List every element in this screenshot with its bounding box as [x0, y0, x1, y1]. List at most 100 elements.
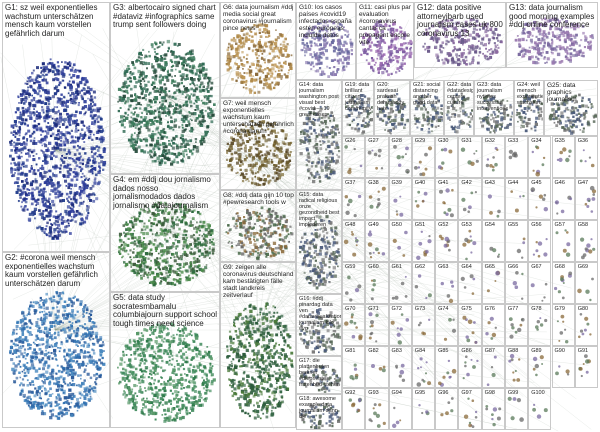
node-marker	[96, 107, 99, 110]
node-marker	[70, 101, 74, 104]
node-marker	[44, 102, 48, 105]
node-marker	[23, 102, 26, 105]
node-marker	[59, 213, 62, 217]
node-marker	[55, 396, 58, 398]
node-marker	[30, 167, 33, 170]
node-marker	[57, 393, 60, 397]
node-marker	[37, 116, 41, 120]
node-marker	[76, 310, 79, 313]
node-marker	[39, 140, 43, 144]
node-marker	[63, 330, 67, 334]
node-marker	[21, 155, 23, 158]
node-marker	[71, 379, 74, 382]
node-marker	[35, 186, 39, 190]
network-edge	[257, 79, 466, 161]
node-marker	[19, 321, 23, 324]
node-marker	[48, 226, 53, 230]
node-marker	[41, 87, 44, 90]
network-edge	[0, 52, 166, 231]
node-marker	[43, 170, 46, 173]
node-marker	[72, 206, 75, 208]
node-marker	[102, 161, 107, 165]
node-marker	[48, 197, 51, 201]
node-marker	[87, 97, 89, 100]
node-marker	[45, 190, 47, 193]
node-marker	[19, 116, 23, 120]
node-marker	[15, 325, 19, 328]
node-marker	[82, 352, 85, 355]
node-marker	[61, 79, 64, 82]
node-marker	[49, 206, 52, 210]
node-marker	[69, 132, 72, 135]
node-marker	[99, 352, 103, 356]
node-marker	[88, 385, 92, 388]
node-marker	[32, 159, 35, 161]
node-marker	[91, 116, 95, 120]
node-marker	[94, 381, 97, 384]
node-marker	[72, 121, 76, 125]
node-marker	[14, 338, 18, 342]
node-marker	[18, 102, 20, 104]
node-marker	[51, 132, 55, 136]
network-edge	[252, 83, 259, 161]
node-marker	[43, 197, 47, 201]
node-marker	[97, 367, 101, 371]
node-marker	[19, 336, 22, 339]
node-marker	[50, 401, 53, 404]
node-marker	[60, 370, 64, 374]
node-marker	[96, 130, 100, 134]
node-marker	[19, 345, 22, 348]
node-marker	[38, 157, 41, 160]
node-marker	[59, 212, 62, 215]
node-marker	[55, 68, 58, 71]
node-marker	[62, 199, 65, 202]
node-marker	[24, 191, 27, 193]
node-marker	[71, 353, 74, 356]
node-marker	[58, 119, 62, 123]
node-marker	[44, 326, 48, 331]
node-marker	[41, 193, 45, 197]
node-marker	[93, 166, 97, 170]
node-marker	[30, 192, 33, 195]
node-marker	[35, 153, 38, 155]
node-marker	[51, 224, 54, 226]
node-marker	[53, 188, 57, 192]
node-marker	[19, 189, 22, 192]
node-marker	[93, 181, 97, 185]
node-marker	[17, 130, 21, 134]
network-edge	[54, 149, 239, 181]
node-marker	[41, 373, 45, 377]
node-marker	[28, 169, 32, 173]
node-marker	[72, 159, 76, 163]
node-marker	[76, 172, 80, 176]
node-marker	[22, 89, 26, 93]
node-marker	[77, 374, 80, 377]
node-marker	[18, 346, 21, 350]
node-marker	[35, 309, 38, 312]
node-marker	[17, 96, 20, 99]
node-marker	[54, 77, 58, 81]
node-marker	[29, 301, 32, 304]
node-marker	[63, 229, 67, 233]
node-marker	[64, 392, 66, 395]
node-marker	[38, 392, 41, 395]
node-marker	[90, 165, 92, 168]
node-marker	[50, 222, 53, 225]
node-marker	[54, 219, 58, 223]
node-marker	[40, 351, 44, 355]
node-marker	[74, 120, 78, 124]
node-marker	[65, 185, 68, 187]
node-marker	[50, 296, 52, 299]
node-marker	[57, 110, 60, 113]
node-marker	[63, 300, 67, 303]
node-marker	[40, 411, 45, 416]
node-marker	[25, 339, 29, 343]
node-marker	[96, 338, 100, 342]
network-edge	[54, 268, 343, 331]
node-marker	[52, 172, 54, 175]
node-marker	[13, 168, 17, 171]
node-marker	[18, 193, 22, 197]
node-marker	[15, 348, 18, 352]
node-marker	[40, 66, 43, 69]
node-marker	[48, 231, 51, 235]
